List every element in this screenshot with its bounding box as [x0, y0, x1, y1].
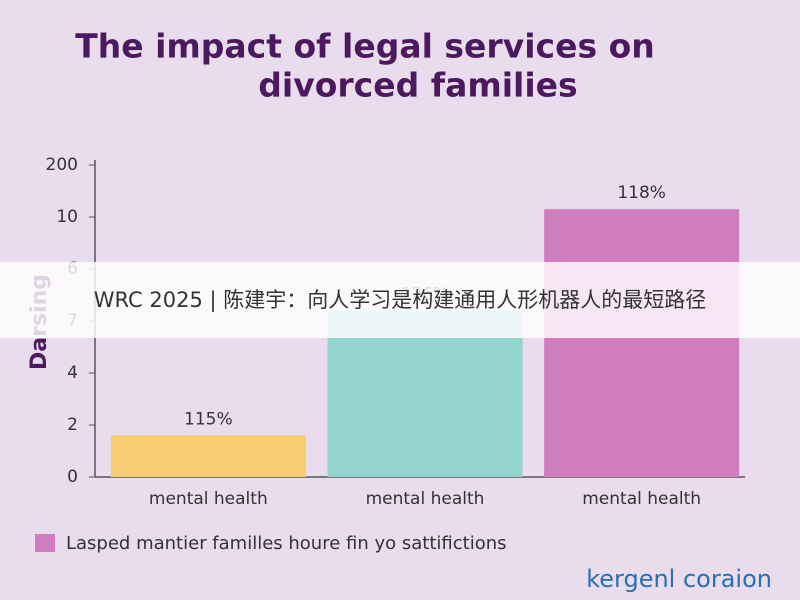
bar — [110, 435, 306, 477]
bar-annotation: 115% — [184, 409, 233, 429]
x-tick-label: mental health — [582, 489, 701, 509]
y-tick-label: 4 — [67, 363, 78, 383]
y-tick-label: 200 — [46, 155, 78, 175]
bar — [327, 310, 523, 477]
bar — [544, 209, 740, 477]
chart-title: divorced families — [258, 66, 577, 105]
x-tick-label: mental health — [366, 489, 485, 509]
legend-label: Lasped mantier familles houre fin yo sat… — [66, 533, 507, 554]
x-tick-label: mental health — [149, 489, 268, 509]
banner-text: WRC 2025 | 陈建宇：向人学习是构建通用人形机器人的最短路径 — [94, 288, 707, 313]
watermark: kergenl coraion — [586, 565, 772, 593]
y-tick-label: 0 — [67, 467, 78, 487]
bar-annotation: 118% — [617, 183, 666, 203]
y-tick-label: 2 — [67, 415, 78, 435]
y-tick-label: 10 — [56, 207, 78, 227]
chart-title: The impact of legal services on — [75, 27, 655, 66]
legend-swatch — [35, 534, 55, 552]
banner-bg — [0, 262, 800, 338]
